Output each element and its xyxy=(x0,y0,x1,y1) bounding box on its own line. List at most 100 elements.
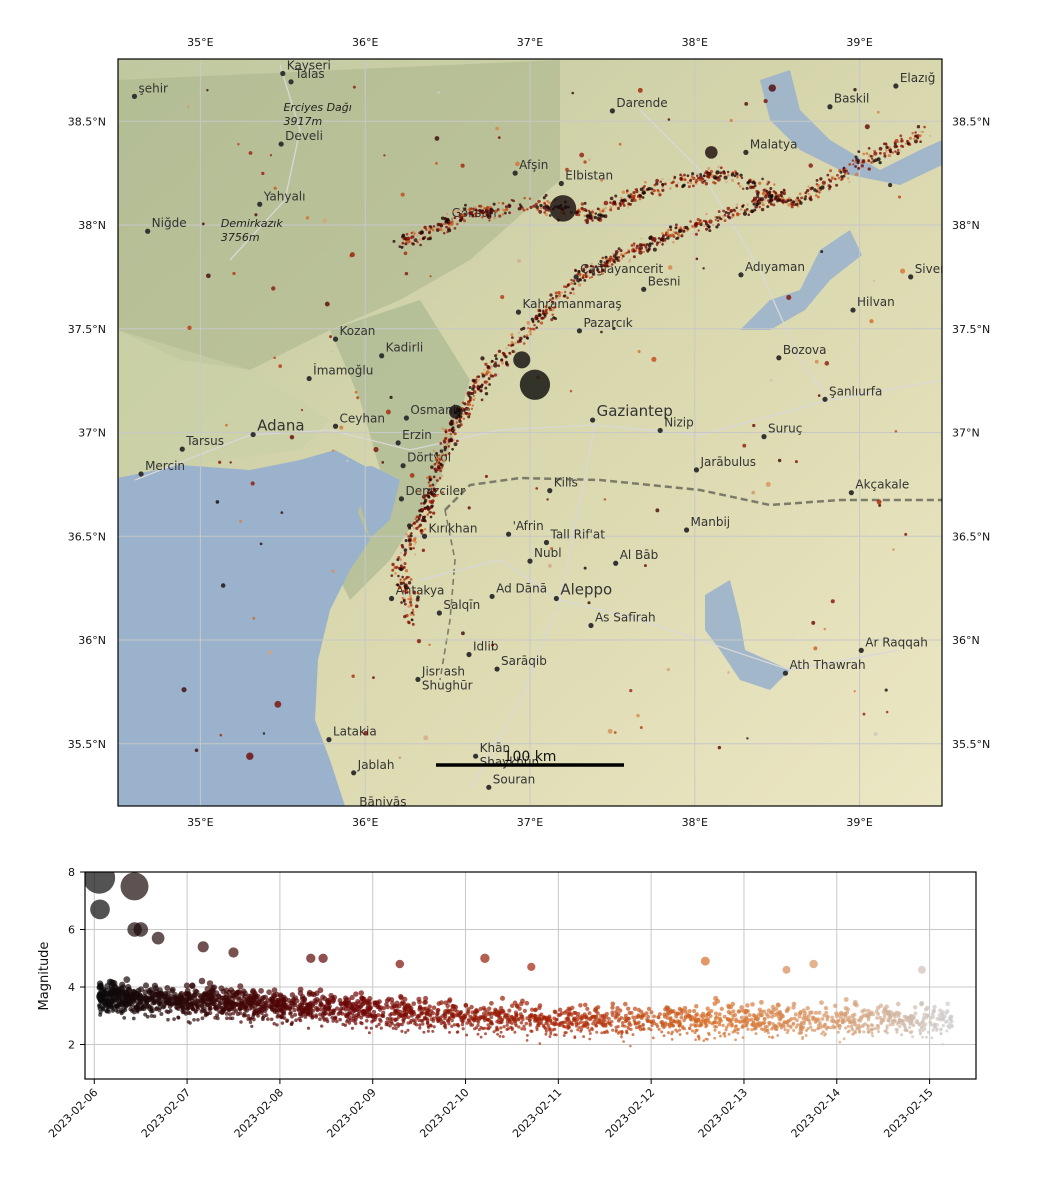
earthquake-point xyxy=(410,235,414,239)
earthquake-point xyxy=(727,671,730,674)
earthquake-point xyxy=(400,562,403,565)
timeline-point xyxy=(455,1023,460,1027)
earthquake-point xyxy=(779,194,783,197)
earthquake-point xyxy=(830,177,834,180)
earthquake-point xyxy=(412,590,416,594)
place-marker xyxy=(515,309,522,315)
timeline-point xyxy=(793,1012,798,1017)
earthquake-point xyxy=(480,356,485,361)
timeline-point xyxy=(359,995,365,1001)
earthquake-point xyxy=(522,342,526,345)
place-marker xyxy=(822,396,828,402)
timeline-point xyxy=(948,1021,952,1026)
earthquake-point xyxy=(699,219,702,222)
timeline-point xyxy=(818,1020,822,1025)
earthquake-point xyxy=(399,564,403,568)
earthquake-point xyxy=(395,566,398,569)
earthquake-point xyxy=(702,267,705,270)
earthquake-point xyxy=(665,242,668,245)
timeline-point xyxy=(250,1024,254,1029)
timeline-point xyxy=(297,1016,302,1021)
timeline-point xyxy=(717,1012,722,1017)
timeline-point xyxy=(369,1026,373,1030)
earthquake-point xyxy=(560,291,564,294)
timeline-point xyxy=(85,872,116,894)
earthquake-point xyxy=(491,374,495,378)
timeline-point xyxy=(726,1010,731,1015)
earthquake-point xyxy=(511,343,515,347)
earthquake-point xyxy=(715,170,720,175)
timeline-point xyxy=(622,1016,627,1021)
earthquake-point xyxy=(659,238,663,242)
place-label: Shughūr xyxy=(422,678,473,692)
timeline-point xyxy=(733,1028,737,1032)
earthquake-point xyxy=(655,178,659,183)
timeline-point xyxy=(415,1016,419,1020)
earthquake-point xyxy=(224,423,228,427)
timeline-point xyxy=(750,1002,755,1007)
place-label: Kilis xyxy=(554,476,578,490)
earthquake-point xyxy=(840,177,844,181)
earthquake-point xyxy=(852,163,855,166)
earthquake-point xyxy=(421,237,425,241)
place-label: Nizip xyxy=(664,415,694,429)
earthquake-point xyxy=(774,197,778,201)
earthquake-point xyxy=(422,501,426,505)
timeline-point xyxy=(763,1029,767,1033)
earthquake-point xyxy=(464,203,467,207)
place-label: Ceyhan xyxy=(340,411,385,425)
earthquake-point xyxy=(460,163,465,168)
timeline-point xyxy=(312,998,318,1004)
earthquake-point xyxy=(517,258,522,263)
timeline-point xyxy=(379,1026,383,1030)
earthquake-point xyxy=(500,358,504,362)
earthquake-point xyxy=(637,350,641,354)
timeline-point xyxy=(400,1029,404,1033)
earthquake-point xyxy=(750,209,755,214)
timeline-point xyxy=(351,1016,356,1021)
earthquake-point xyxy=(483,380,487,384)
x-tick-label: 2023-02-08 xyxy=(232,1086,286,1140)
earthquake-point xyxy=(433,463,436,466)
earthquake-point xyxy=(511,349,515,354)
earthquake-point xyxy=(703,179,707,183)
place-label: Kadirli xyxy=(386,341,424,355)
earthquake-point xyxy=(699,175,703,179)
place-marker xyxy=(415,676,421,683)
timeline-point xyxy=(717,1031,721,1035)
earthquake-point xyxy=(409,603,413,607)
earthquake-point xyxy=(762,188,766,192)
earthquake-point xyxy=(537,319,540,323)
earthquake-point xyxy=(811,620,816,625)
place-label: Erciyes Dağı xyxy=(284,101,352,114)
earthquake-point xyxy=(697,229,700,232)
timeline-point xyxy=(512,1000,518,1006)
earthquake-point xyxy=(215,500,220,504)
timeline-point xyxy=(495,1025,499,1029)
earthquake-point xyxy=(799,201,803,205)
earthquake-point xyxy=(390,574,394,577)
earthquake-point xyxy=(523,335,526,338)
timeline-point xyxy=(328,992,334,999)
timeline-point xyxy=(443,1016,447,1021)
earthquake-point xyxy=(701,177,705,181)
earthquake-point xyxy=(655,182,659,186)
timeline-point xyxy=(318,1012,323,1017)
timeline-point xyxy=(838,1026,842,1031)
earthquake-point xyxy=(429,510,432,514)
earthquake-point xyxy=(765,189,769,193)
timeline-point xyxy=(376,1013,381,1018)
timeline-point xyxy=(620,1035,623,1039)
earthquake-point xyxy=(661,243,664,246)
earthquake-point xyxy=(468,211,472,215)
x-tick-label: 2023-02-12 xyxy=(603,1086,657,1140)
earthquake-point xyxy=(468,403,472,406)
timeline-point xyxy=(394,1027,398,1031)
timeline-point xyxy=(528,1021,532,1026)
timeline-point xyxy=(424,1011,429,1016)
timeline-point xyxy=(579,1029,583,1033)
timeline-point xyxy=(736,1031,740,1035)
earthquake-point xyxy=(888,183,893,188)
earthquake-point xyxy=(409,594,412,597)
earthquake-point xyxy=(609,196,614,201)
